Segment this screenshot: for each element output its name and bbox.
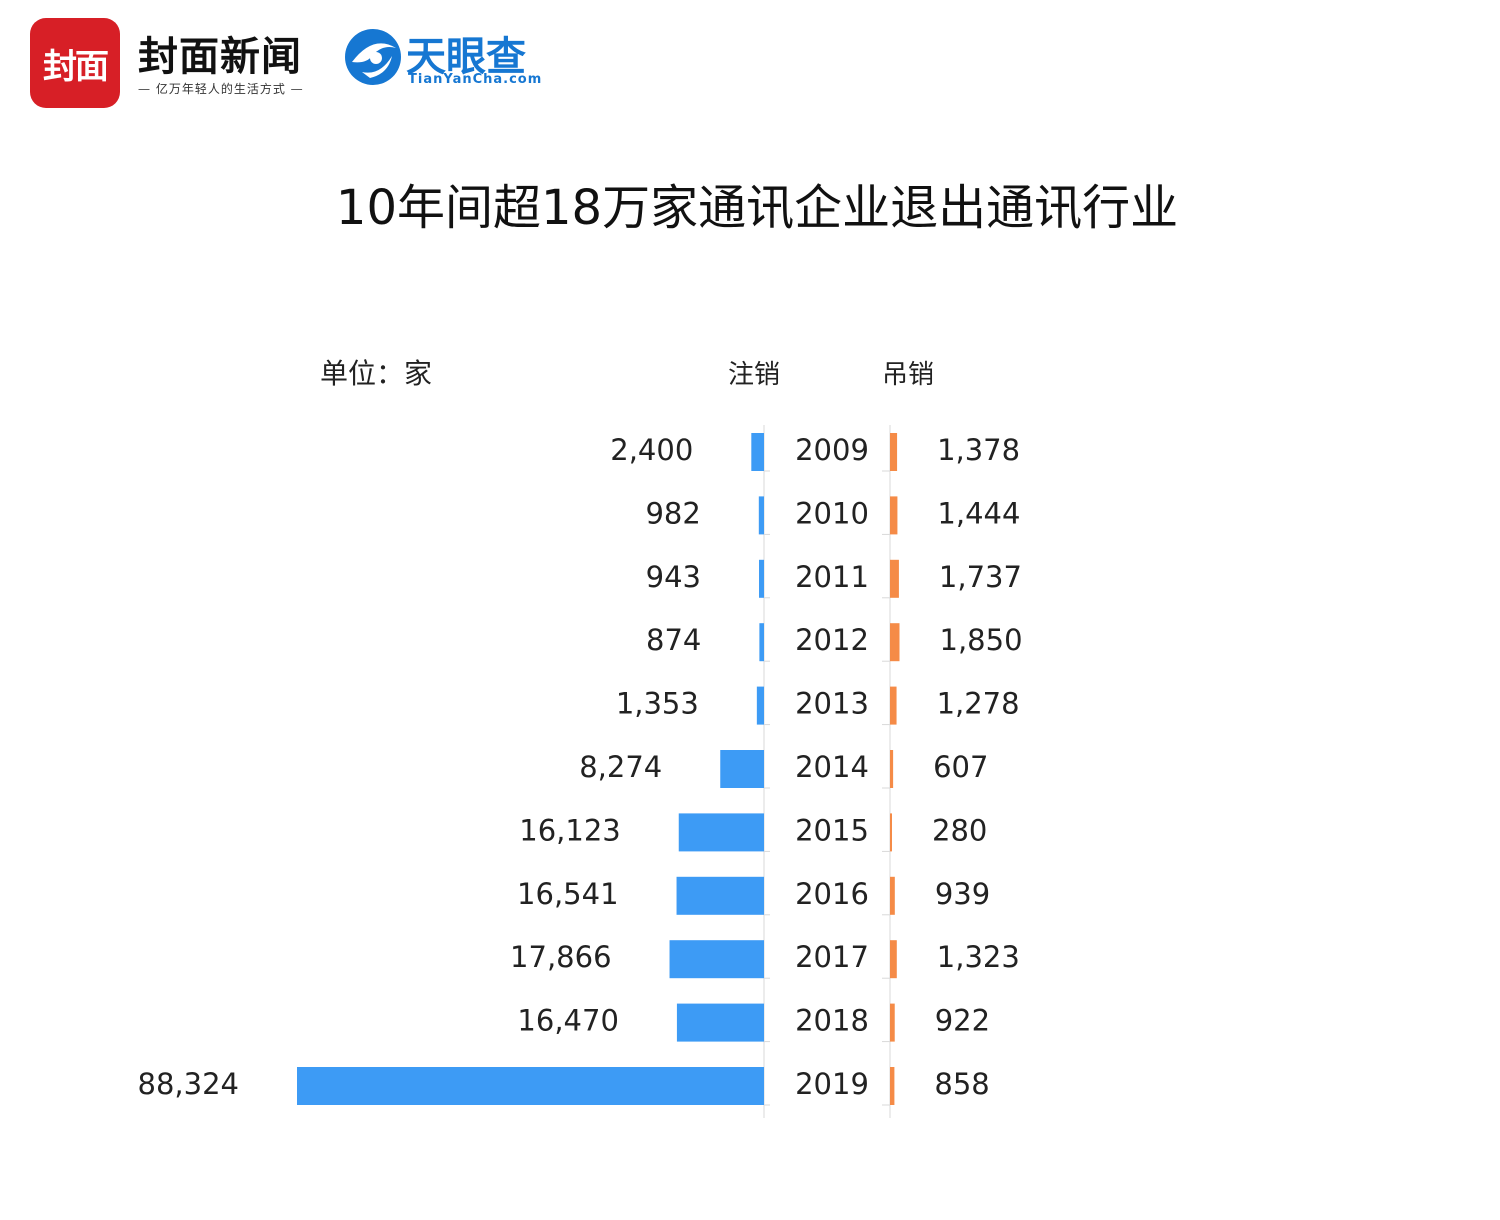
bar-cancelled-2011 [759,559,764,598]
fengmian-slogan: — 亿万年轻人的生活方式 — [138,82,304,96]
value-label-revoked-2017: 1,323 [937,940,1020,974]
value-label-cancelled-2011: 943 [646,560,701,594]
value-label-cancelled-2010: 982 [645,496,700,530]
bar-cancelled-2015 [678,813,764,852]
bar-revoked-2010 [890,496,898,535]
year-label-2016: 2016 [795,877,869,911]
value-label-revoked-2014: 607 [933,750,988,784]
value-label-cancelled-2013: 1,353 [616,687,699,721]
value-label-revoked-2012: 1,850 [940,623,1023,657]
bar-cancelled-2018 [676,1003,764,1042]
bar-revoked-2018 [890,1003,895,1042]
bar-cancelled-2019 [297,1067,764,1105]
year-label-2012: 2012 [795,623,869,657]
year-label-2015: 2015 [795,813,869,847]
value-label-cancelled-2016: 16,541 [517,877,618,911]
legend-cancelled: 注销 [728,360,781,390]
year-label-2017: 2017 [795,940,869,974]
unit-label: 单位：家 [320,357,433,390]
value-label-revoked-2009: 1,378 [937,433,1020,467]
bar-revoked-2016 [890,876,895,915]
value-label-cancelled-2015: 16,123 [519,813,620,847]
bar-cancelled-2010 [758,496,764,535]
bar-cancelled-2016 [676,876,764,915]
year-label-2014: 2014 [795,750,869,784]
bar-cancelled-2017 [669,940,764,979]
value-label-revoked-2019: 858 [934,1067,989,1101]
bar-revoked-2009 [890,433,898,471]
value-label-cancelled-2019: 88,324 [138,1067,239,1101]
tianyancha-name: 天眼查 [406,34,526,80]
year-label-2010: 2010 [795,496,869,530]
bar-cancelled-2013 [756,686,764,725]
header: 封面 封面新闻 — 亿万年轻人的生活方式 — 天眼查 TianYanCha.co… [30,18,590,110]
chart-title: 10年间超18万家通讯企业退出通讯行业 [335,180,1179,236]
bar-revoked-2013 [890,686,897,725]
value-label-revoked-2010: 1,444 [937,496,1020,530]
year-label-2009: 2009 [795,433,869,467]
value-label-cancelled-2017: 17,866 [510,940,611,974]
bar-revoked-2019 [890,1067,895,1105]
value-label-revoked-2011: 1,737 [939,560,1022,594]
bar-cancelled-2012 [759,623,764,662]
year-label-2011: 2011 [795,560,869,594]
legend-revoked: 吊销 [882,360,935,390]
value-label-cancelled-2018: 16,470 [517,1004,618,1038]
value-label-cancelled-2012: 874 [646,623,701,657]
fengmian-name: 封面新闻 [138,33,302,80]
year-label-2018: 2018 [795,1004,869,1038]
value-label-cancelled-2014: 8,274 [579,750,662,784]
bar-revoked-2014 [890,750,894,788]
year-label-2019: 2019 [795,1067,869,1101]
bar-revoked-2017 [890,940,897,979]
bar-revoked-2015 [890,813,892,852]
fengmian-logo: 封面 [30,18,120,108]
value-label-cancelled-2009: 2,400 [610,433,693,467]
tianyancha-eye-icon [345,29,401,85]
value-label-revoked-2018: 922 [935,1004,990,1038]
year-label-2013: 2013 [795,687,869,721]
value-label-revoked-2016: 939 [935,877,990,911]
value-label-revoked-2015: 280 [932,813,987,847]
value-label-revoked-2013: 1,278 [937,687,1020,721]
bar-revoked-2012 [890,623,900,662]
tianyancha-domain: TianYanCha.com [408,72,543,87]
bar-cancelled-2009 [751,433,764,471]
bar-revoked-2011 [890,559,899,598]
bar-cancelled-2014 [720,750,764,788]
fengmian-logo-text: 封面 [43,46,109,87]
